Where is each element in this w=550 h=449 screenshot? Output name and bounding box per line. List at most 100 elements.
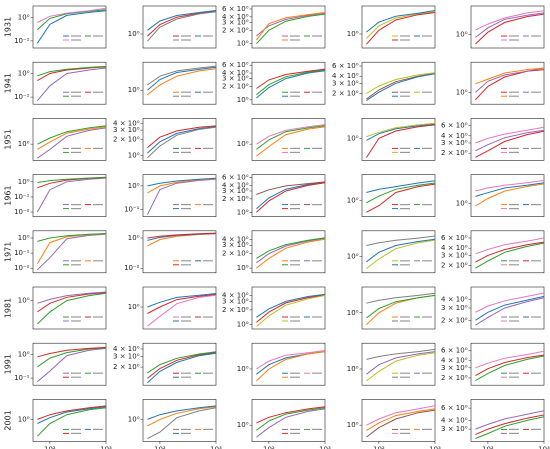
y-tick-label: 4 × 10⁰	[222, 69, 249, 77]
subplot: 10⁻² 10⁻¹ 10⁰ 1961	[4, 174, 107, 217]
series-line	[366, 235, 436, 246]
series-line	[147, 352, 217, 384]
y-tick-label: 3 × 10⁰	[332, 79, 359, 87]
y-tick-label: 3 × 10⁰	[222, 18, 249, 26]
y-tick-label: 10⁰	[456, 199, 468, 207]
series-line	[256, 126, 326, 157]
series-line	[366, 180, 436, 193]
series-line	[475, 69, 545, 101]
series-line	[37, 126, 107, 150]
series-line	[366, 294, 436, 319]
series-line	[147, 65, 217, 86]
y-tick-label: 10⁰	[18, 297, 30, 305]
series-line	[256, 70, 326, 99]
series-line	[256, 124, 326, 145]
series-line	[256, 350, 326, 370]
y-tick-label: 10⁰	[237, 140, 249, 148]
y-tick-label: 10⁰	[347, 365, 359, 373]
series-line	[256, 237, 326, 259]
axes-frame	[32, 399, 107, 442]
series-line	[475, 237, 545, 255]
x-tick-label: 10²	[44, 445, 56, 449]
axes-frame	[470, 399, 545, 442]
row-label: 1971	[4, 242, 13, 262]
y-tick-label: 3 × 10⁰	[441, 251, 468, 259]
y-tick-label: 2 × 10⁰	[332, 89, 359, 97]
y-tick-label: 4 × 10⁰	[441, 132, 468, 140]
y-tick-label: 4 × 10⁰	[113, 120, 140, 128]
axes-frame	[142, 174, 217, 217]
y-tick-label: 4 × 10⁰	[222, 181, 249, 189]
series-line	[475, 295, 545, 321]
y-tick-label: 3 × 10⁰	[441, 304, 468, 312]
axes-frame	[32, 342, 107, 386]
series-line	[147, 232, 217, 239]
row-label: 1951	[4, 129, 13, 149]
y-tick-label: 10⁻¹	[14, 37, 30, 45]
series-line	[37, 7, 107, 23]
y-tick-label: 3 × 10⁰	[222, 75, 249, 83]
subplot: 10⁰	[347, 118, 436, 161]
y-tick-label: 3 × 10⁰	[441, 139, 468, 147]
y-tick-label: 2 × 10⁰	[113, 135, 140, 143]
y-tick-label: 10⁰	[347, 196, 359, 204]
y-tick-label: 2 × 10⁰	[441, 262, 468, 270]
y-tick-label: 6 × 10⁰	[222, 61, 249, 69]
subplot: 10⁰ 10² 10³	[128, 399, 222, 449]
series-line	[256, 182, 326, 213]
y-tick-label: 10⁻¹	[14, 193, 30, 201]
series-line	[366, 183, 436, 213]
y-tick-label: 10⁰	[347, 421, 359, 429]
series-line	[366, 292, 436, 304]
axes-frame	[251, 61, 326, 105]
y-tick-label: 2 × 10⁰	[222, 26, 249, 34]
y-tick-label: 6 × 10⁰	[441, 122, 468, 130]
series-line	[256, 68, 326, 89]
series-line	[475, 67, 545, 93]
subplot: 10⁰	[347, 230, 436, 274]
x-tick-label: 10²	[482, 445, 494, 449]
y-tick-label: 10⁰	[128, 30, 140, 38]
y-tick-label: 3 × 10⁰	[222, 297, 249, 305]
series-line	[147, 407, 217, 440]
series-line	[256, 181, 326, 210]
axes-frame	[361, 174, 436, 217]
series-line	[37, 291, 107, 304]
subplot: 10⁻¹ 10⁰ 1991	[4, 342, 107, 386]
subplot: 10⁻¹ 10⁰ 1941	[4, 61, 107, 105]
y-tick-label: 10⁰	[18, 178, 30, 186]
series-line	[475, 12, 545, 38]
subplot: 10⁰ 1981	[4, 286, 107, 330]
y-tick-label: 3 × 10⁰	[113, 353, 140, 361]
series-line	[37, 347, 107, 368]
y-tick-label: 3 × 10⁰	[222, 241, 249, 249]
series-line	[366, 73, 436, 102]
y-tick-label: 10⁻²	[14, 264, 30, 272]
axes-frame	[32, 61, 107, 105]
subplot: 10⁰	[456, 174, 545, 217]
axes-frame	[251, 174, 326, 217]
x-tick-label: 10³	[538, 445, 550, 449]
series-line	[475, 130, 545, 158]
subplot: 10⁰	[347, 342, 436, 386]
series-line	[366, 182, 436, 204]
subplot: 10⁰	[347, 286, 436, 330]
series-line	[366, 72, 436, 100]
subplot: 10⁻¹ 10⁰	[124, 174, 217, 217]
y-tick-label: 10⁰	[18, 69, 30, 77]
axes-frame	[361, 286, 436, 330]
y-tick-label: 10⁰	[128, 182, 140, 190]
axes-frame	[470, 118, 545, 161]
series-line	[256, 351, 326, 382]
series-line	[147, 68, 217, 96]
x-tick-label: 10³	[210, 445, 222, 449]
axes-frame	[142, 342, 217, 386]
y-tick-label: 10⁰	[18, 234, 30, 242]
series-line	[366, 239, 436, 269]
series-line	[37, 67, 107, 102]
series-line	[366, 12, 436, 45]
series-line	[37, 407, 107, 437]
